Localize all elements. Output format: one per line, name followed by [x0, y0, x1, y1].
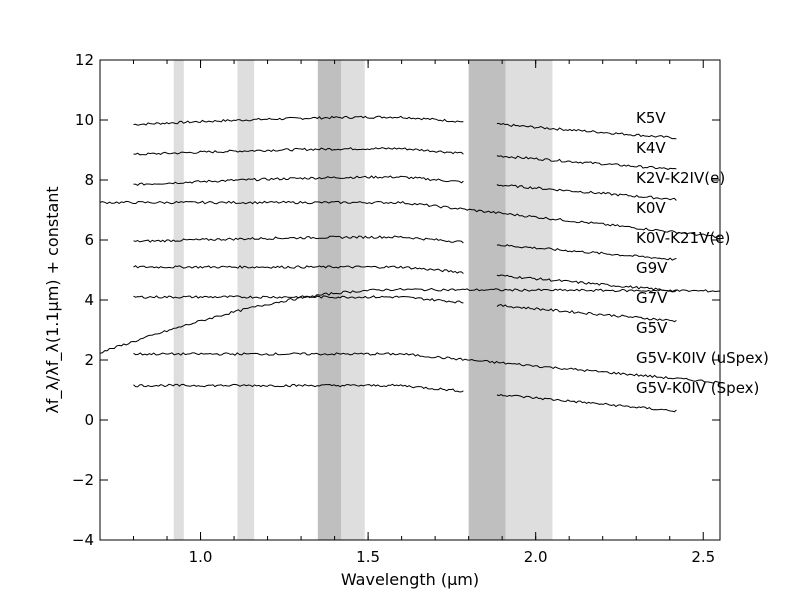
plot-frame [99, 59, 721, 541]
spectrum-line-3 [99, 200, 721, 239]
series-label: K5V [636, 109, 666, 127]
spectrum-line-9 [133, 383, 677, 413]
series-label: K0V [636, 199, 666, 217]
x-axis-ticks: 1.0 1.5 2.0 2.5 [133, 60, 715, 566]
series-label: K0V-K21V(e) [636, 229, 730, 247]
y-axis-title: λf_λ/λf_λ(1.1μm) + constant [43, 186, 63, 413]
shaded-band-2 [317, 60, 342, 540]
spectra-lines [99, 115, 721, 413]
series-label: G9V [636, 259, 668, 277]
spectrum-line-6 [133, 295, 677, 323]
x-tick-label: 2.5 [691, 548, 715, 566]
spectrum-line-8 [133, 352, 721, 384]
spectrum-line-0 [133, 115, 677, 140]
x-axis-title: Wavelength (μm) [341, 570, 479, 589]
y-tick-label: −2 [72, 471, 94, 489]
shaded-bands [173, 60, 553, 540]
spectrum-line-2 [133, 175, 677, 201]
y-tick-label: −4 [72, 531, 94, 549]
series-label: K4V [636, 139, 666, 157]
shaded-band-1 [237, 60, 255, 540]
shaded-band-0 [173, 60, 184, 540]
y-tick-label: 8 [84, 171, 94, 189]
y-tick-label: 0 [84, 411, 94, 429]
y-tick-label: 2 [84, 351, 94, 369]
y-tick-label: 12 [75, 51, 94, 69]
x-tick-label: 1.5 [356, 548, 380, 566]
x-tick-label: 2.0 [524, 548, 548, 566]
shaded-band-3 [341, 60, 365, 540]
x-tick-label: 1.0 [189, 548, 213, 566]
spectrum-line-4 [133, 235, 677, 261]
shaded-band-5 [505, 60, 553, 540]
series-label: G5V-K0IV (uSpex) [636, 349, 769, 367]
series-label: G5V [636, 319, 668, 337]
y-tick-label: 4 [84, 291, 94, 309]
series-label: G5V-K0IV (Spex) [636, 379, 759, 397]
y-tick-label: 10 [75, 111, 94, 129]
series-labels: K5V K4V K2V-K2IV(e) K0V K0V-K21V(e) G9V G7V G5V… [636, 109, 769, 397]
series-label: K2V-K2IV(e) [636, 169, 725, 187]
shaded-band-4 [468, 60, 506, 540]
series-label: G7V [636, 289, 668, 307]
y-tick-label: 6 [84, 231, 94, 249]
spectrum-line-1 [133, 147, 677, 170]
spectrum-line-5 [133, 265, 677, 292]
y-axis-ticks: −4 −2 0 2 4 6 8 10 12 [72, 51, 720, 549]
spectrum-line-7 [99, 287, 721, 354]
